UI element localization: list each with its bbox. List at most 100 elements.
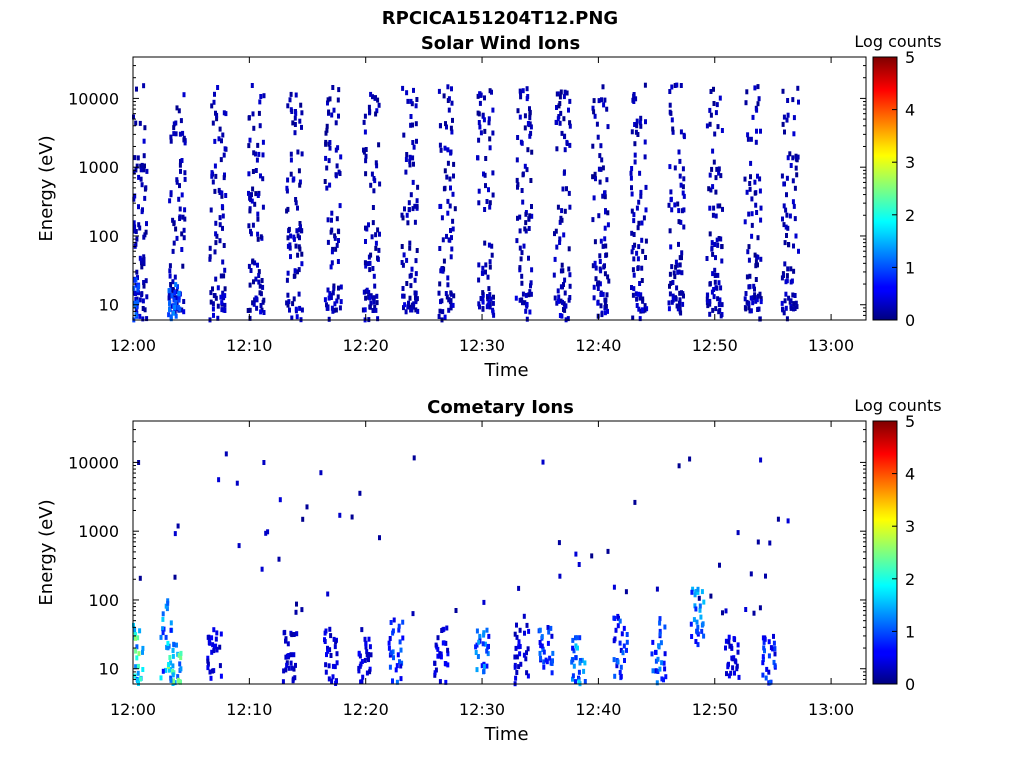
heatmap-cell [394,667,398,673]
heatmap-cell [735,663,739,669]
heatmap-cell [619,647,623,653]
heatmap-cell [446,160,450,166]
colorbar-gradient [872,420,898,685]
heatmap-cell [139,676,142,682]
heatmap-cell [368,304,372,310]
heatmap-cell [294,200,298,206]
y-axis-label: Energy (eV) [36,135,57,241]
heatmap-cell [524,308,528,314]
heatmap-cell [514,675,518,681]
colorbar-label: Log counts [854,32,941,51]
heatmap-cell [616,623,620,629]
heatmap-cell [664,674,668,680]
heatmap-cell [745,299,749,305]
heatmap-cell [517,639,521,645]
heatmap-cell [679,83,683,88]
heatmap-cell [223,293,227,299]
heatmap-cell [407,207,411,213]
heatmap-cell [754,139,758,145]
heatmap-cell [603,190,606,196]
heatmap-cell [183,140,187,146]
heatmap-cell [640,237,644,243]
heatmap-cell [759,217,763,223]
heatmap-cell [174,226,178,232]
heatmap-cell [677,219,681,225]
heatmap-cell [592,98,596,104]
heatmap-cell [744,306,748,312]
heatmap-cell [677,208,681,214]
heatmap-cell [138,255,142,261]
heatmap-cell [596,134,600,140]
heatmap-cell [290,315,294,321]
heatmap-cell [663,666,667,672]
heatmap-cell [607,278,611,284]
heatmap-cell [673,165,677,171]
heatmap-cell [669,244,673,250]
heatmap-cell [449,125,453,131]
heatmap-cell [736,642,740,648]
heatmap-cell [715,102,719,108]
heatmap-cell [728,643,732,649]
heatmap-cell [614,627,618,633]
heatmap-cell [172,678,175,684]
heatmap-cell [300,228,304,234]
heatmap-cell [551,650,555,656]
heatmap-cell [261,176,265,182]
heatmap-cell [786,518,790,524]
heatmap-cell [724,645,727,651]
heatmap-cell [413,290,417,296]
heatmap-cell [487,286,491,292]
heatmap-cell [767,669,771,675]
heatmap-cell [133,303,137,309]
heatmap-cell [332,285,336,291]
heatmap-cell [211,286,214,292]
heatmap-cell [518,644,522,649]
heatmap-cell [388,664,392,670]
heatmap-cell [599,143,603,149]
heatmap-cell [169,134,173,140]
heatmap-cell [338,512,342,518]
heatmap-cell [715,237,719,243]
heatmap-cell [782,114,786,120]
heatmap-cell [448,203,452,209]
x-tick-label: 12:20 [343,700,389,719]
heatmap-cell [483,240,487,246]
heatmap-cell [161,630,165,636]
heatmap-cell [237,543,241,549]
heatmap-cell [336,228,340,234]
heatmap-cell [483,95,486,101]
heatmap-cell [711,251,715,257]
heatmap-cell [613,616,617,621]
heatmap-cell [571,673,575,679]
heatmap-cell [294,110,298,116]
heatmap-cell [712,159,716,165]
heatmap-cell [398,639,402,645]
heatmap-cell [441,309,445,315]
heatmap-cell [606,222,610,228]
heatmap-cell [297,227,301,233]
heatmap-cell [370,234,374,240]
heatmap-cell [401,635,405,641]
heatmap-cell [488,145,492,151]
heatmap-cell [374,240,378,246]
heatmap-cell [705,300,709,306]
heatmap-cell [538,627,542,633]
heatmap-cell [248,282,252,288]
heatmap-cell [679,129,683,135]
heatmap-cell [558,240,562,245]
heatmap-cell [733,670,736,676]
heatmap-cell [749,308,753,314]
heatmap-cell [247,115,251,121]
heatmap-cell [369,182,373,188]
heatmap-cell [438,653,441,659]
heatmap-cell [674,296,678,302]
heatmap-cell [593,260,597,266]
heatmap-cell [359,661,363,667]
heatmap-cell [789,266,793,272]
heatmap-cell [718,297,722,303]
heatmap-cell [135,236,139,242]
heatmap-cell [529,283,532,289]
heatmap-cell [658,631,662,637]
heatmap-cell [671,293,675,299]
heatmap-cell [478,633,482,639]
